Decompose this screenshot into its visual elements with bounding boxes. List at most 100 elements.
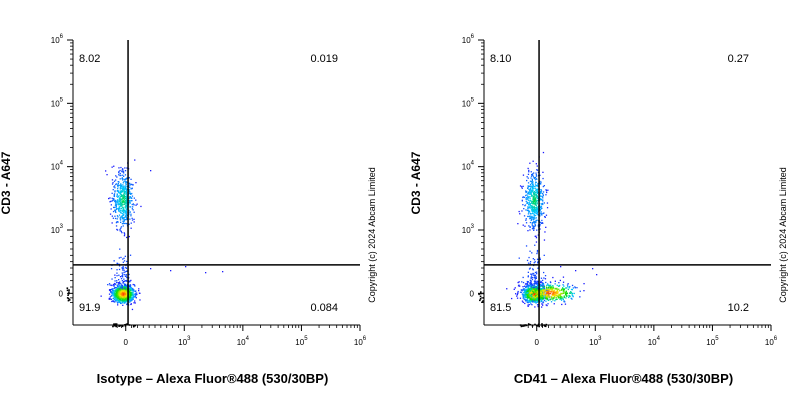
- cd41-positive-point: [524, 302, 526, 305]
- cd3-positive-point: [535, 198, 537, 200]
- cd41-positive-point: [548, 293, 551, 295]
- negative-point: [124, 296, 126, 298]
- cd3-positive-point: [542, 212, 544, 215]
- negative-point: [132, 297, 134, 299]
- negative-point: [125, 287, 128, 289]
- cd3-positive-point: [540, 205, 543, 207]
- cd41-positive-point: [555, 294, 557, 296]
- negative-point: [116, 290, 118, 292]
- cd3-positive-point: [117, 185, 119, 187]
- negative-point: [110, 295, 113, 297]
- cd3-positive-point: [532, 183, 534, 186]
- cd3-positive-point: [129, 197, 131, 199]
- cd41-positive-point: [546, 294, 549, 296]
- cd3-positive-point: [536, 207, 538, 209]
- cd3-positive-point: [528, 193, 530, 195]
- negative-point: [114, 299, 116, 302]
- negative-point: [124, 255, 126, 257]
- negative-point: [532, 299, 534, 301]
- cd41-positive-point: [549, 286, 551, 288]
- negative-point: [528, 297, 530, 299]
- cd3-positive-point: [122, 186, 124, 188]
- cd3-positive-point: [124, 206, 126, 209]
- cd3-positive-point: [531, 174, 533, 176]
- cd41-positive-point: [525, 285, 528, 288]
- cd41-positive-point: [563, 301, 565, 303]
- negative-point: [124, 275, 127, 277]
- cd3-positive-point: [124, 179, 126, 181]
- negative-point: [536, 290, 538, 293]
- cd3-positive-point: [125, 202, 128, 204]
- cd41-positive-point: [545, 304, 547, 306]
- cd41-positive-point: [543, 293, 545, 296]
- negative-point: [117, 284, 120, 286]
- cd3-positive-point: [529, 226, 531, 228]
- cd3-positive-point: [125, 189, 128, 192]
- edge-event: [126, 323, 128, 325]
- negative-point: [128, 290, 130, 292]
- negative-point: [132, 295, 134, 297]
- edge-event: [541, 323, 543, 325]
- negative-point: [525, 245, 528, 247]
- cd3-positive-point: [117, 204, 119, 206]
- cd3-positive-point: [540, 189, 542, 191]
- cd41-positive-point: [560, 293, 562, 295]
- negative-point: [542, 296, 544, 299]
- cd3-positive-point: [529, 193, 532, 195]
- cd3-positive-point: [123, 193, 125, 195]
- cd3-positive-point: [535, 203, 537, 205]
- cd3-positive-point: [109, 213, 112, 215]
- cd41-positive-point: [553, 294, 556, 296]
- cd3-positive-point: [132, 184, 134, 186]
- cd3-positive-point: [114, 190, 116, 192]
- cd3-positive-point: [113, 193, 116, 195]
- cd3-positive-point: [124, 180, 127, 182]
- negative-point: [541, 282, 543, 284]
- cd3-positive-point: [125, 200, 128, 202]
- negative-point: [525, 291, 527, 293]
- cd41-positive-point: [544, 290, 546, 292]
- negative-point: [125, 295, 127, 297]
- cd3-positive-point: [535, 193, 537, 196]
- cd41-positive-point: [545, 296, 547, 299]
- cd41-positive-point: [567, 286, 569, 288]
- cd3-positive-point: [118, 198, 121, 200]
- negative-point: [540, 277, 543, 279]
- negative-point: [114, 293, 116, 295]
- cd41-positive-point: [543, 283, 545, 286]
- cd3-positive-point: [131, 192, 133, 195]
- negative-point: [131, 308, 134, 311]
- negative-point: [543, 277, 545, 279]
- cd3-positive-point: [527, 207, 529, 210]
- cd41-positive-point: [570, 297, 572, 299]
- negative-point: [115, 287, 117, 289]
- negative-point: [526, 298, 528, 300]
- x-tick-label: 103: [178, 336, 191, 347]
- cd3-positive-point: [121, 177, 123, 179]
- cd41-positive-point: [548, 289, 550, 291]
- cd41-positive-point: [559, 298, 561, 300]
- cd3-positive-point: [531, 173, 534, 175]
- cd41-positive-point: [539, 291, 541, 293]
- negative-point: [125, 288, 127, 290]
- cd3-positive-point: [125, 192, 128, 195]
- negative-point: [125, 279, 128, 282]
- cd3-positive-point: [130, 215, 132, 217]
- cd3-positive-point: [133, 211, 135, 213]
- cd3-positive-point: [541, 203, 543, 205]
- cd3-positive-point: [120, 209, 122, 212]
- cd3-positive-point: [527, 198, 529, 200]
- cd3-positive-point: [114, 187, 116, 189]
- negative-point: [121, 287, 124, 290]
- negative-point: [527, 302, 529, 304]
- negative-point: [524, 298, 526, 300]
- negative-point: [532, 296, 534, 298]
- cd41-positive-point: [569, 292, 571, 294]
- cd41-positive-point: [565, 295, 568, 297]
- cd3-positive-point: [119, 193, 121, 195]
- cd3-positive-point: [535, 214, 537, 217]
- cd3-positive-point: [540, 181, 542, 183]
- negative-point: [531, 278, 534, 281]
- cd41-positive-point: [533, 291, 535, 293]
- cd3-positive-point: [114, 199, 117, 202]
